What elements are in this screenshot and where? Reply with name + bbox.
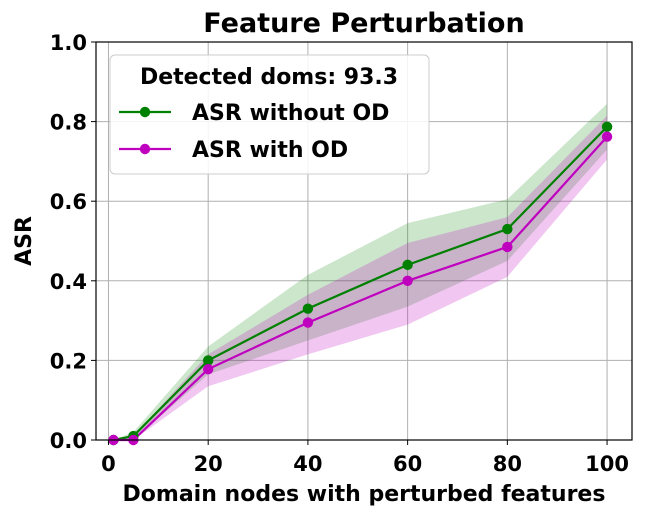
x-tick-label: 20 bbox=[194, 452, 223, 476]
legend-title: Detected doms: 93.3 bbox=[140, 65, 398, 90]
y-tick-label: 0.6 bbox=[50, 190, 87, 214]
data-point bbox=[202, 355, 214, 366]
x-axis-label: Domain nodes with perturbed features bbox=[123, 482, 606, 507]
x-tick-label: 60 bbox=[393, 452, 422, 476]
legend-marker bbox=[139, 143, 151, 155]
y-ticks: 0.0 0.2 0.4 0.6 0.8 1.0 bbox=[50, 31, 96, 453]
data-point bbox=[302, 303, 314, 314]
x-ticks: 0 20 40 60 80 100 bbox=[101, 440, 629, 476]
x-tick-label: 80 bbox=[493, 452, 522, 476]
chart-title: Feature Perturbation bbox=[203, 8, 524, 39]
y-tick-label: 0.8 bbox=[50, 111, 87, 135]
data-point bbox=[502, 241, 513, 253]
legend-label: ASR with OD bbox=[192, 138, 348, 163]
y-tick-label: 0.0 bbox=[50, 429, 87, 453]
y-tick-label: 0.2 bbox=[50, 349, 87, 373]
x-tick-label: 100 bbox=[585, 452, 629, 476]
y-tick-label: 1.0 bbox=[50, 31, 87, 55]
data-point bbox=[601, 121, 613, 132]
confidence-band bbox=[113, 115, 608, 440]
plot-frame bbox=[95, 41, 633, 441]
data-point bbox=[502, 223, 513, 235]
data-point bbox=[302, 317, 314, 328]
y-axis-label: ASR bbox=[12, 216, 37, 266]
data-point bbox=[202, 363, 214, 375]
y-tick-label: 0.4 bbox=[50, 270, 87, 294]
legend-box bbox=[109, 54, 430, 175]
data-point bbox=[402, 275, 413, 286]
legend-marker bbox=[139, 106, 151, 118]
x-tick-label: 0 bbox=[101, 452, 116, 476]
data-point bbox=[601, 131, 613, 142]
legend: Detected doms: 93.3 ASR without OD ASR wit… bbox=[109, 54, 430, 175]
data-point bbox=[402, 259, 413, 271]
legend-label: ASR without OD bbox=[192, 101, 389, 126]
x-tick-label: 40 bbox=[293, 452, 322, 476]
